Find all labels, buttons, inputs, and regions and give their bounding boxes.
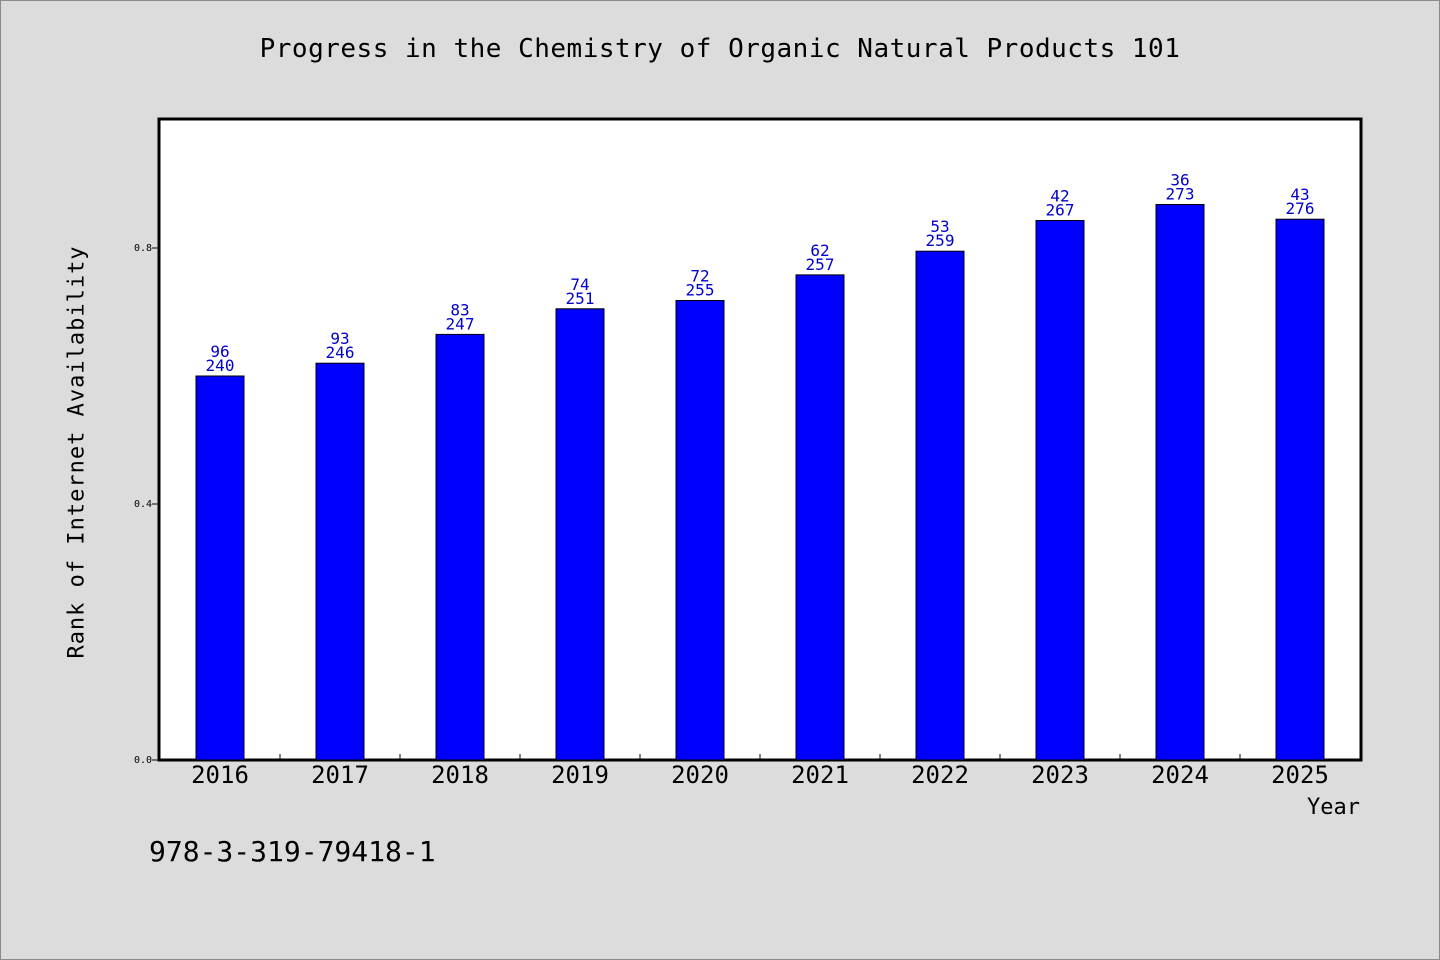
bar xyxy=(555,308,605,761)
bar xyxy=(435,333,485,761)
bar-value-label: 273 xyxy=(1166,184,1195,203)
bar xyxy=(1275,218,1325,761)
x-category-label: 2020 xyxy=(671,761,729,789)
bar-value-label: 240 xyxy=(206,356,235,375)
bar xyxy=(1155,203,1205,761)
y-tick-label: 0.4 xyxy=(134,499,152,510)
bar-value-label: 257 xyxy=(806,255,835,274)
x-category-label: 2019 xyxy=(551,761,609,789)
x-category-label: 2023 xyxy=(1031,761,1089,789)
x-category-label: 2025 xyxy=(1271,761,1329,789)
chart-title: Progress in the Chemistry of Organic Nat… xyxy=(259,34,1181,64)
bar-rank-label: 53 xyxy=(930,217,949,236)
bar-rank-label: 42 xyxy=(1050,186,1069,205)
bar xyxy=(1035,219,1085,761)
bar-rank-label: 43 xyxy=(1290,185,1309,204)
bar-rank-label: 93 xyxy=(330,329,349,348)
bar-rank-label: 96 xyxy=(210,342,229,361)
y-tick-label: 0.8 xyxy=(134,243,152,254)
bar-rank-label: 74 xyxy=(570,275,589,294)
x-category-label: 2017 xyxy=(311,761,369,789)
bar-rank-label: 62 xyxy=(810,241,829,260)
bar xyxy=(675,299,725,761)
bar xyxy=(915,250,965,761)
bar-value-label: 247 xyxy=(446,314,475,333)
bar-rank-label: 83 xyxy=(450,300,469,319)
x-category-label: 2016 xyxy=(191,761,249,789)
x-category-label: 2021 xyxy=(791,761,849,789)
x-category-label: 2024 xyxy=(1151,761,1209,789)
bar xyxy=(195,375,245,761)
bar xyxy=(315,362,365,761)
bar-value-label: 267 xyxy=(1046,200,1075,219)
y-tick-label: 0.0 xyxy=(134,755,152,766)
bar xyxy=(795,274,845,761)
isbn-code: 978-3-319-79418-1 xyxy=(149,835,436,868)
bar-value-label: 246 xyxy=(326,343,355,362)
x-category-label: 2018 xyxy=(431,761,489,789)
bar-rank-label: 72 xyxy=(690,266,709,285)
bar-value-label: 251 xyxy=(566,289,595,308)
bar-value-label: 276 xyxy=(1286,199,1315,218)
bar-value-label: 255 xyxy=(686,280,715,299)
bar-value-label: 259 xyxy=(926,231,955,250)
bar-rank-label: 36 xyxy=(1170,170,1189,189)
x-category-label: 2022 xyxy=(911,761,969,789)
x-axis-title: Year xyxy=(1307,795,1360,820)
